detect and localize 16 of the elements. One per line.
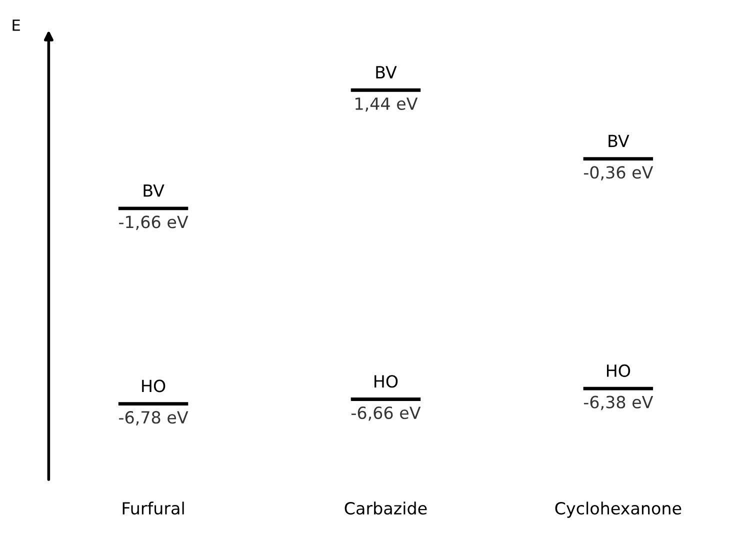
legend-label: BV: [144, 184, 164, 197]
data-label: -6,38 eV: [584, 396, 654, 410]
category-label: Furfural: [122, 502, 184, 515]
category-label: Carbazide: [344, 502, 427, 515]
text: E: [12, 20, 20, 31]
legend-label: HO: [142, 380, 166, 392]
data-label: -1,66 eV: [119, 216, 188, 230]
text: HO: [606, 364, 630, 377]
text: BV: [376, 66, 397, 78]
data-label: -6,66 eV: [352, 406, 421, 421]
data-label: -0,36 eV: [584, 166, 654, 180]
data-label: -6,78 eV: [119, 411, 188, 426]
text: HO: [374, 375, 398, 388]
category-label: Cyclohexanone: [555, 502, 682, 518]
data-label: 1,44 eV: [356, 98, 418, 112]
text: BV: [608, 134, 630, 148]
